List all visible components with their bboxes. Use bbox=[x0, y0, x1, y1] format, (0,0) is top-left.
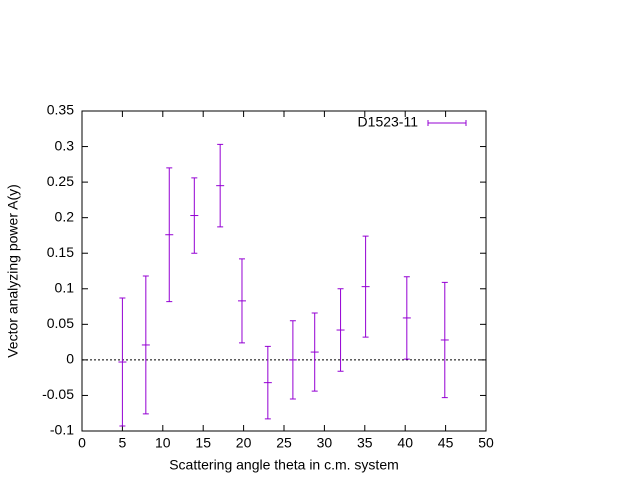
x-tick-label: 5 bbox=[119, 435, 127, 451]
plot-frame bbox=[81, 110, 487, 432]
x-tick-label: 20 bbox=[236, 435, 252, 451]
x-tick-label: 0 bbox=[78, 435, 86, 451]
x-tick-label: 15 bbox=[195, 435, 211, 451]
x-tick-label: 25 bbox=[276, 435, 292, 451]
y-tick-label: 0 bbox=[66, 351, 74, 367]
x-tick-label: 35 bbox=[357, 435, 373, 451]
legend-swatch bbox=[427, 120, 467, 126]
legend-label: D1523-11 bbox=[358, 114, 419, 130]
y-tick-label: -0.05 bbox=[42, 386, 74, 402]
y-tick-label: -0.1 bbox=[50, 422, 74, 438]
y-tick-label: 0.35 bbox=[47, 102, 74, 118]
x-tick-label: 40 bbox=[397, 435, 413, 451]
x-axis-title: Scattering angle theta in c.m. system bbox=[169, 457, 399, 473]
y-tick-label: 0.2 bbox=[55, 208, 75, 224]
y-axis-title: Vector analyzing power A(y) bbox=[5, 184, 21, 358]
x-tick-label: 45 bbox=[438, 435, 454, 451]
y-tick-label: 0.25 bbox=[47, 173, 74, 189]
x-tick-label: 10 bbox=[155, 435, 171, 451]
y-tick-label: 0.15 bbox=[47, 244, 74, 260]
y-tick-label: 0.05 bbox=[47, 315, 74, 331]
y-tick-label: 0.3 bbox=[55, 137, 75, 153]
x-tick-label: 30 bbox=[317, 435, 333, 451]
x-tick-label: 50 bbox=[478, 435, 494, 451]
y-tick-label: 0.1 bbox=[55, 279, 75, 295]
